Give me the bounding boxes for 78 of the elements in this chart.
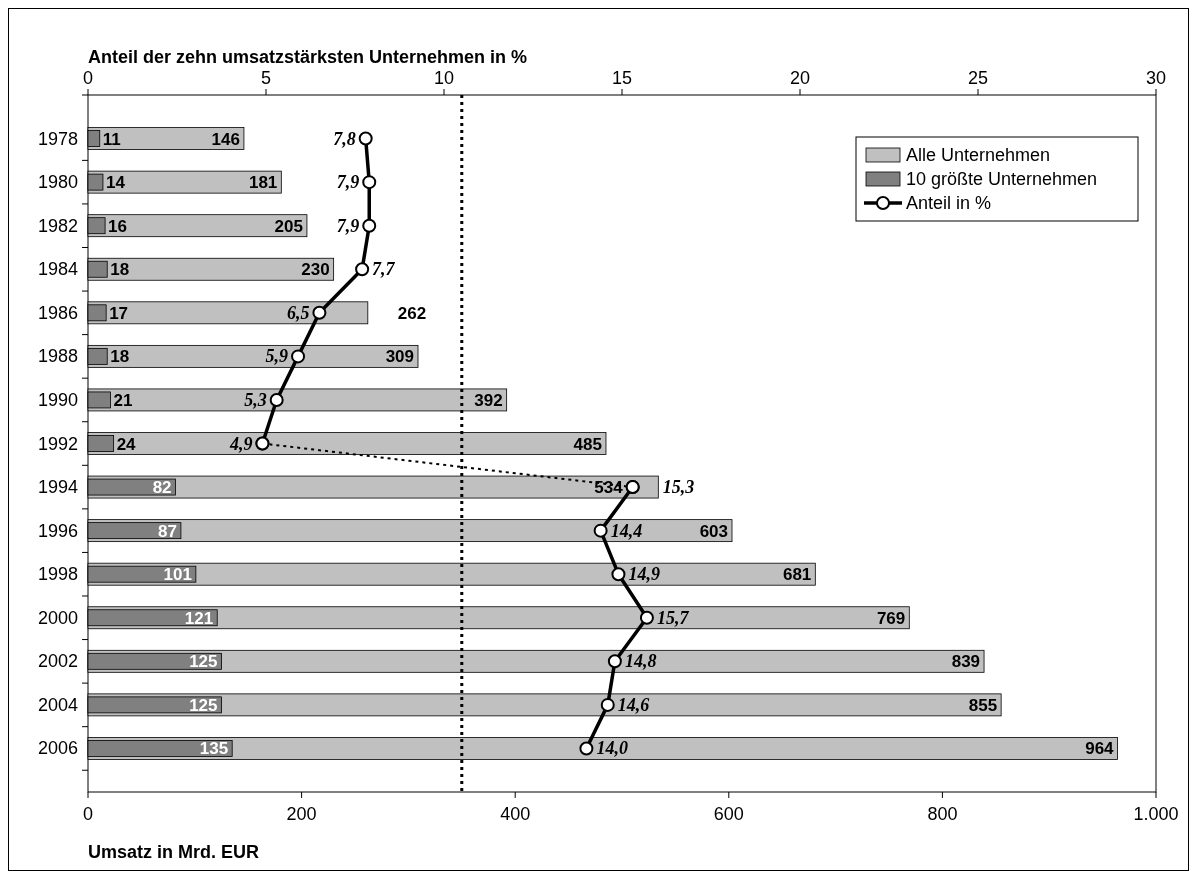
data-label: 18	[110, 347, 130, 367]
y-tick-label: 1978	[37, 128, 78, 149]
data-label: 181	[248, 173, 278, 193]
y-tick-label: 2006	[37, 738, 78, 759]
x2-tick-label: 0	[82, 68, 94, 88]
data-label: 392	[474, 390, 503, 410]
data-label: 24	[116, 434, 137, 454]
data-label: 14,0	[596, 738, 628, 759]
data-label: 18	[110, 260, 130, 280]
x2-tick-label: 10	[433, 68, 455, 88]
y-tick-label: 1982	[37, 215, 78, 236]
data-label: 769	[876, 608, 906, 628]
data-label: 5,3	[244, 389, 267, 410]
x-axis-title: Umsatz in Mrd. EUR	[88, 842, 260, 862]
y-tick-label: 1986	[37, 302, 78, 323]
x2-axis-title: Anteil der zehn umsatzstärksten Unternehmen in %	[88, 47, 528, 67]
y-tick-label: 2002	[37, 651, 78, 672]
data-label: 15,7	[656, 607, 690, 628]
legend-label: Anteil in %	[906, 193, 992, 213]
y-tick-label: 1980	[37, 172, 78, 193]
x-tick-label: 1.000	[1133, 804, 1179, 824]
data-label: 146	[211, 129, 240, 149]
data-label: 87	[157, 521, 177, 541]
y-tick-label: 1988	[37, 346, 78, 367]
data-label: 125	[189, 652, 218, 672]
data-label: 101	[163, 565, 192, 585]
data-label: 21	[113, 390, 133, 410]
x2-tick-label: 15	[611, 68, 633, 88]
data-label: 11	[102, 129, 121, 149]
data-label: 14	[105, 173, 126, 193]
data-label: 82	[152, 478, 172, 498]
data-label: 309	[385, 347, 415, 367]
x2-tick-label: 30	[1145, 68, 1167, 88]
data-label: 135	[199, 739, 229, 759]
data-label: 7,7	[372, 259, 396, 280]
y-tick-label: 1996	[37, 520, 78, 541]
data-label: 121	[184, 608, 214, 628]
y-tick-label: 2000	[37, 607, 78, 628]
data-label: 534	[594, 478, 624, 498]
data-label: 4,9	[228, 433, 253, 454]
data-label: 7,8	[333, 128, 356, 149]
data-label: 16	[108, 216, 128, 236]
y-tick-label: 1992	[37, 433, 78, 454]
data-label: 262	[397, 303, 427, 323]
data-label: 14,4	[610, 520, 643, 541]
x2-tick-label: 5	[260, 68, 272, 88]
data-label: 839	[951, 652, 981, 672]
data-label: 485	[573, 434, 602, 454]
data-label: 14,8	[624, 651, 657, 672]
x-tick-label: 800	[927, 804, 958, 824]
data-label: 15,3	[662, 477, 695, 498]
data-label: 855	[968, 695, 998, 715]
data-label: 17	[109, 303, 129, 323]
data-label: 14,9	[628, 564, 660, 585]
x-tick-label: 200	[286, 804, 317, 824]
data-label: 603	[699, 521, 728, 541]
data-label: 5,9	[265, 346, 289, 367]
x2-tick-label: 25	[967, 68, 989, 88]
data-label: 681	[782, 565, 812, 585]
x2-tick-label: 20	[789, 68, 811, 88]
legend-label: Alle Unternehmen	[906, 145, 1051, 165]
y-tick-label: 2004	[37, 694, 78, 715]
y-tick-label: 1990	[37, 389, 78, 410]
x-tick-label: 0	[82, 804, 94, 824]
data-label: 7,9	[336, 215, 360, 236]
data-label: 964	[1085, 739, 1115, 759]
x-tick-label: 600	[713, 804, 744, 824]
data-label: 14,6	[617, 694, 650, 715]
data-label: 125	[189, 695, 218, 715]
y-tick-label: 1994	[37, 477, 78, 498]
data-label: 6,5	[286, 302, 310, 323]
y-tick-label: 1998	[37, 564, 78, 585]
data-label: 230	[301, 260, 330, 280]
data-label: 205	[274, 216, 303, 236]
legend-label: 10 größte Unternehmen	[906, 169, 1098, 189]
y-tick-label: 1984	[37, 259, 78, 280]
data-label: 7,9	[336, 172, 360, 193]
x-tick-label: 400	[500, 804, 531, 824]
